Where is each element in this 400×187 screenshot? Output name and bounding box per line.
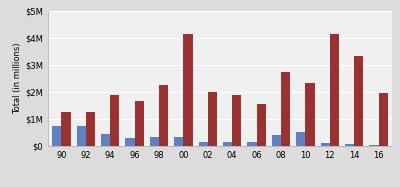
Bar — [345, 144, 354, 146]
Bar — [101, 134, 110, 146]
Bar — [232, 95, 242, 146]
Bar — [281, 72, 290, 146]
Bar — [369, 145, 378, 146]
Bar — [125, 138, 135, 146]
Bar — [354, 56, 364, 146]
Y-axis label: Total (in millions): Total (in millions) — [13, 43, 22, 114]
Bar — [208, 92, 217, 146]
Bar — [223, 142, 232, 146]
Bar — [174, 137, 184, 146]
Bar — [52, 126, 62, 146]
Bar — [184, 34, 193, 146]
Bar — [305, 83, 315, 146]
Bar — [256, 104, 266, 146]
Bar — [62, 112, 71, 146]
Bar — [159, 85, 168, 146]
Bar — [272, 135, 281, 146]
Bar — [296, 132, 305, 146]
Bar — [110, 95, 120, 146]
Bar — [86, 112, 95, 146]
Bar — [198, 142, 208, 146]
Bar — [150, 137, 159, 146]
Bar — [330, 34, 339, 146]
Bar — [135, 101, 144, 146]
Bar — [247, 142, 256, 146]
Bar — [76, 126, 86, 146]
Bar — [378, 93, 388, 146]
Bar — [320, 143, 330, 146]
